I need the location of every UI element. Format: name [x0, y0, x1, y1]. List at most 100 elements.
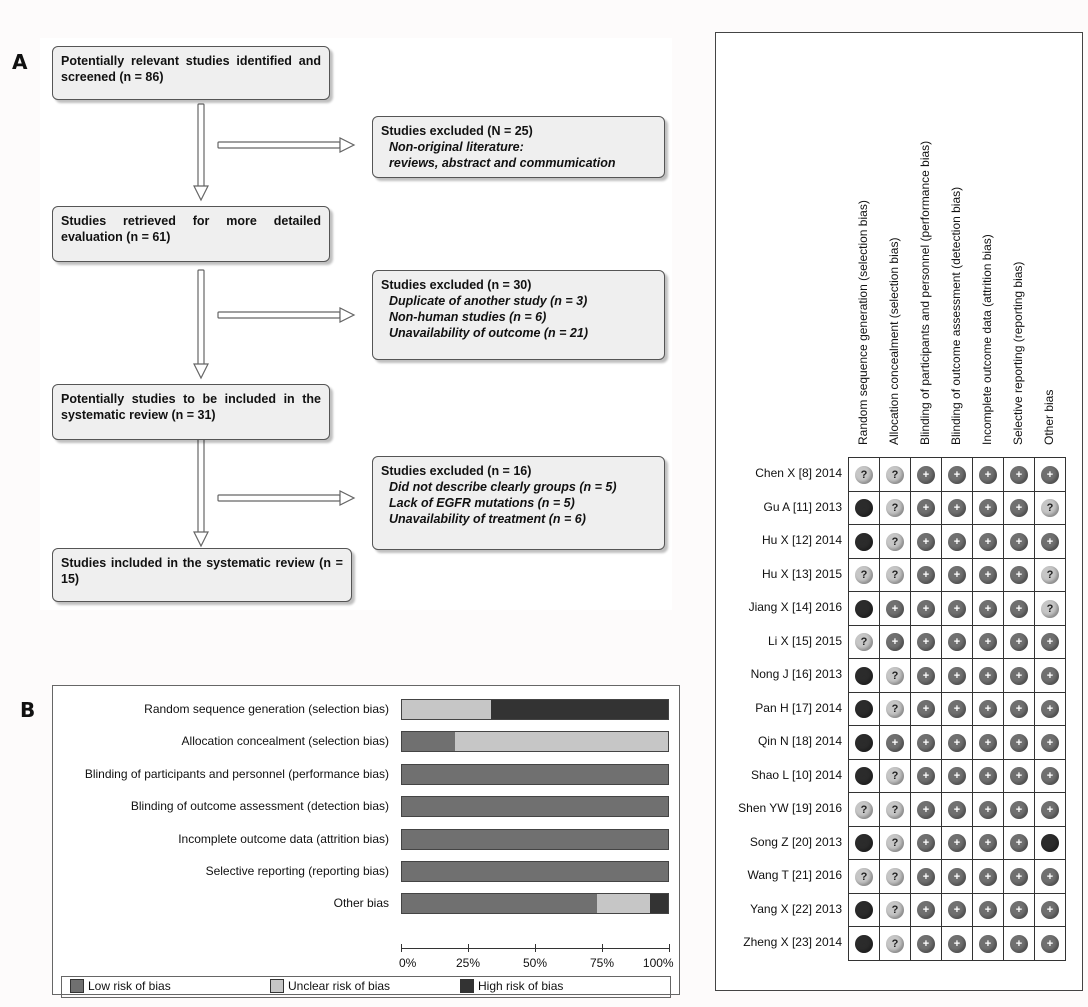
summary-cell: + — [1034, 792, 1066, 827]
bar-segment-unclear — [455, 732, 668, 752]
summary-row: -? + + + +? — [848, 490, 1066, 525]
summary-cell: + — [910, 658, 942, 693]
summary-column-header: Allocation concealment (selection bias) — [887, 55, 903, 445]
summary-cell: ? — [848, 624, 880, 659]
rating-low-icon: + — [1010, 666, 1028, 685]
summary-cell: + — [910, 624, 942, 659]
rating-low-icon: + — [948, 599, 966, 618]
study-label: Chen X [8] 2014 — [755, 466, 842, 480]
summary-column-header: Incomplete outcome data (attrition bias) — [980, 55, 996, 445]
rating-low-icon: + — [1010, 700, 1028, 719]
x-tick — [669, 944, 670, 952]
rating-low-icon: + — [1041, 465, 1059, 484]
summary-cell: ? — [879, 758, 911, 793]
summary-cell: ? — [879, 825, 911, 860]
x-tick — [535, 944, 536, 952]
summary-cell: + — [1034, 892, 1066, 927]
summary-cell: + — [972, 658, 1004, 693]
summary-column-header: Other bias — [1042, 55, 1058, 445]
rating-low-icon: + — [1010, 532, 1028, 551]
summary-cell: ? — [879, 926, 911, 961]
summary-cell: + — [941, 792, 973, 827]
summary-cell: + — [941, 624, 973, 659]
summary-row: ?? + + + + + — [848, 792, 1066, 827]
rating-low-icon: + — [917, 767, 935, 786]
bar-segment-low — [402, 764, 668, 784]
summary-cell: + — [1003, 457, 1035, 492]
rating-low-icon: + — [979, 934, 997, 953]
x-tick — [401, 944, 402, 952]
study-label: Song Z [20] 2013 — [749, 834, 842, 849]
summary-cell: + — [1003, 725, 1035, 760]
rating-unc-icon: ? — [886, 532, 904, 551]
risk-of-bias-summary: Random sequence generation (selection bi… — [715, 32, 1083, 991]
rating-low-icon: + — [886, 633, 904, 652]
rating-high-icon: - — [855, 666, 873, 685]
summary-column-header-text: Random sequence generation (selection bi… — [856, 200, 870, 445]
rating-unc-icon: ? — [886, 666, 904, 685]
summary-cell: + — [910, 758, 942, 793]
rating-low-icon: + — [917, 934, 935, 953]
summary-cell: + — [910, 892, 942, 927]
rating-low-icon: + — [1041, 733, 1059, 752]
summary-row: - + + + + +? — [848, 591, 1066, 626]
summary-cell: + — [941, 524, 973, 559]
summary-cell: ? — [848, 792, 880, 827]
down-arrow-1 — [193, 103, 209, 202]
summary-row: -? + + + + + — [848, 758, 1066, 793]
rating-low-icon: + — [1041, 867, 1059, 886]
exclusion-box-3: Studies excluded (n = 16) Did not descri… — [372, 456, 665, 550]
summary-cell: + — [972, 591, 1004, 626]
rating-unc-icon: ? — [855, 800, 873, 819]
summary-cell: + — [941, 457, 973, 492]
rating-high-icon: - — [855, 934, 873, 953]
rating-low-icon: + — [979, 901, 997, 920]
side-arrow-2 — [217, 307, 356, 323]
summary-cell: + — [972, 490, 1004, 525]
summary-cell: ? — [879, 859, 911, 894]
summary-cell: + — [1034, 758, 1066, 793]
exclusion-item: Did not describe clearly groups (n = 5) — [389, 480, 617, 494]
rating-low-icon: + — [948, 499, 966, 518]
rating-low-icon: + — [1010, 465, 1028, 484]
rating-low-icon: + — [948, 767, 966, 786]
summary-row: - + + + + + + — [848, 725, 1066, 760]
summary-column-header: Blinding of participants and personnel (… — [918, 55, 934, 445]
rating-high-icon: - — [855, 700, 873, 719]
rating-unc-icon: ? — [855, 566, 873, 585]
summary-cell: ? — [1034, 591, 1066, 626]
rating-low-icon: + — [948, 934, 966, 953]
summary-cell: + — [972, 792, 1004, 827]
exclusion-head-2: Studies excluded (n = 30) — [381, 278, 532, 292]
summary-row: -? + + + + + — [848, 658, 1066, 693]
legend-swatch-low — [70, 979, 84, 993]
legend-item-unclear: Unclear risk of bias — [270, 979, 390, 993]
down-arrow-3 — [193, 427, 209, 548]
summary-cell: + — [1003, 859, 1035, 894]
exclusion-box-2: Studies excluded (n = 30) Duplicate of a… — [372, 270, 665, 360]
summary-cell: + — [941, 490, 973, 525]
rating-low-icon: + — [1010, 901, 1028, 920]
rating-unc-icon: ? — [1041, 499, 1059, 518]
summary-cell: ? — [879, 691, 911, 726]
bias-domain-label: Other bias — [333, 896, 389, 911]
study-label: Shen YW [19] 2016 — [738, 801, 842, 815]
rating-unc-icon: ? — [886, 934, 904, 953]
rating-low-icon: + — [1041, 532, 1059, 551]
legend: Low risk of bias Unclear risk of bias Hi… — [61, 976, 671, 998]
summary-column-header-text: Other bias — [1042, 389, 1056, 445]
summary-cell: - — [848, 825, 880, 860]
summary-column-header-text: Selective reporting (reporting bias) — [1011, 261, 1025, 445]
x-tick-label: 25% — [455, 956, 481, 970]
summary-row: ?? + + + +? — [848, 557, 1066, 592]
rating-unc-icon: ? — [886, 834, 904, 853]
rating-low-icon: + — [917, 800, 935, 819]
rating-high-icon: - — [855, 599, 873, 618]
summary-cell: ? — [848, 457, 880, 492]
summary-cell: + — [1034, 859, 1066, 894]
exclusion-box-1: Studies excluded (N = 25) Non-original l… — [372, 116, 665, 178]
bar-segment-low — [402, 829, 668, 849]
summary-column-header: Blinding of outcome assessment (detectio… — [949, 55, 965, 445]
legend-swatch-high — [460, 979, 474, 993]
summary-cell: - — [848, 926, 880, 961]
